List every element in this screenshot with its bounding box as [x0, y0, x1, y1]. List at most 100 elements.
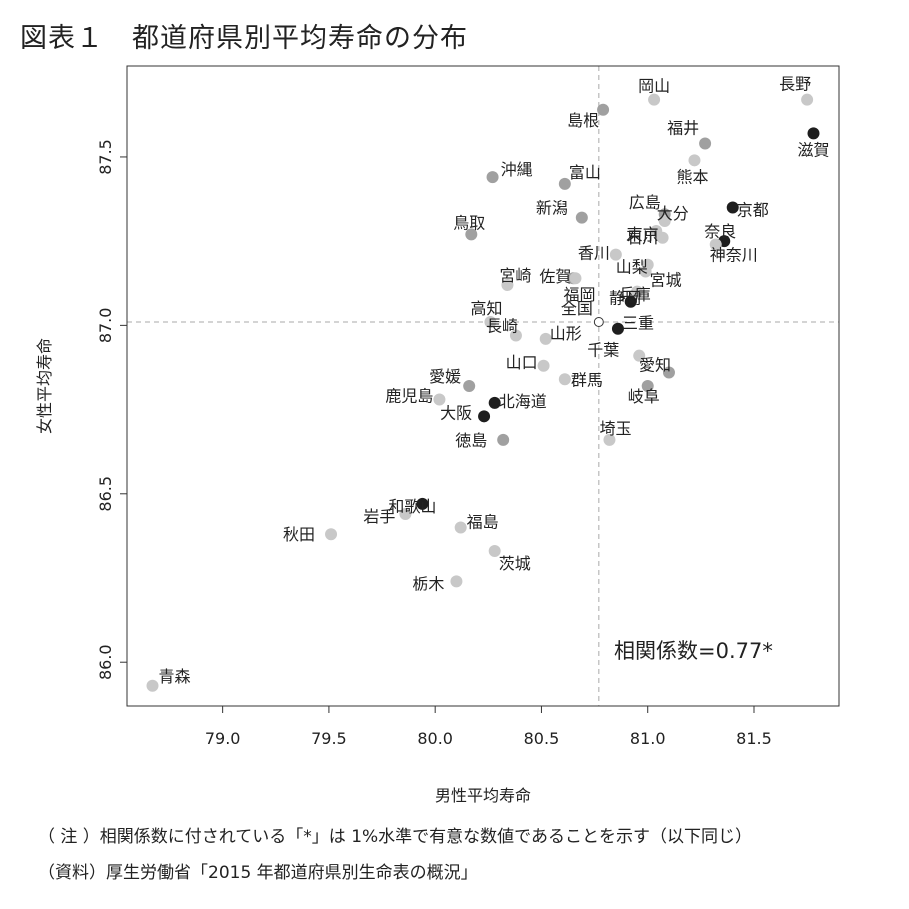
- data-point: [726, 201, 739, 214]
- data-point: [569, 272, 582, 285]
- data-point: [699, 137, 712, 150]
- data-point: [558, 373, 571, 386]
- point-label: 香川: [578, 244, 610, 263]
- data-point: [709, 238, 722, 251]
- data-point: [539, 332, 552, 345]
- point-label: 宮崎: [499, 266, 531, 285]
- data-point: [593, 317, 604, 327]
- point-label: 山梨: [616, 258, 648, 277]
- point-label: 徳島: [455, 431, 487, 450]
- data-point: [501, 278, 514, 291]
- data-point: [558, 177, 571, 190]
- point-label: 岐阜: [628, 387, 660, 406]
- point-label: 滋賀: [797, 140, 829, 159]
- data-point: [801, 93, 814, 106]
- point-label: 新潟: [536, 199, 568, 218]
- correlation-annotation: 相関係数=0.77*: [614, 639, 773, 663]
- data-point: [624, 295, 637, 308]
- point-label: 愛知: [639, 356, 671, 375]
- point-label: 北海道: [499, 392, 547, 411]
- data-point: [416, 497, 429, 510]
- x-tick-label: 81.0: [630, 729, 666, 748]
- data-point: [433, 393, 446, 406]
- point-label: 福岡: [563, 285, 595, 304]
- data-point: [656, 231, 669, 244]
- point-label: 熊本: [676, 167, 708, 186]
- point-label: 山口: [506, 353, 538, 372]
- point-label: 群馬: [571, 370, 603, 389]
- x-tick-label: 80.5: [524, 729, 560, 748]
- data-point: [688, 154, 701, 167]
- plot-frame: [126, 65, 840, 707]
- data-point: [807, 127, 820, 140]
- point-label: 宮城: [650, 270, 682, 289]
- point-label: 和歌山: [388, 497, 436, 516]
- footnote-note: （ 注 ）相関係数に付されている「*」は 1%水準で有意な数値であることを示す（…: [38, 827, 752, 847]
- data-point: [603, 433, 616, 446]
- data-point: [633, 349, 646, 362]
- y-tick-label: 87.5: [96, 139, 115, 175]
- data-point: [497, 433, 510, 446]
- point-label: 愛媛: [429, 367, 461, 386]
- data-point: [597, 103, 610, 116]
- point-label: 福井: [667, 118, 699, 137]
- data-point: [575, 211, 588, 224]
- data-point: [662, 366, 675, 379]
- point-label: 岩手: [363, 507, 395, 526]
- point-label: 大阪: [440, 403, 472, 422]
- data-point: [488, 545, 501, 558]
- data-point: [465, 228, 478, 241]
- point-label: 高知: [470, 299, 502, 318]
- x-axis-label: 男性平均寿命: [435, 786, 531, 805]
- data-point: [537, 359, 550, 372]
- point-label: 埼玉: [599, 419, 631, 438]
- point-label: 秋田: [283, 525, 315, 544]
- point-label: 東京: [627, 225, 659, 244]
- footnote-source: （資料）厚生労働省「2015 年都道府県別生命表の概況」: [38, 863, 478, 883]
- point-label: 山形: [550, 324, 582, 343]
- data-point: [484, 316, 497, 328]
- point-label: 佐賀: [539, 267, 571, 286]
- data-point: [609, 248, 622, 261]
- point-label: 神奈川: [710, 246, 758, 265]
- data-point: [463, 380, 476, 392]
- data-point: [450, 575, 463, 588]
- point-label: 石川: [626, 228, 658, 247]
- data-point: [658, 214, 671, 227]
- point-label: 長野: [779, 75, 811, 94]
- point-label: 栃木: [412, 574, 444, 593]
- point-label: 千葉: [587, 341, 619, 360]
- point-label: 大分: [657, 204, 689, 223]
- point-label: 鹿児島: [385, 386, 433, 405]
- data-point: [648, 93, 661, 106]
- y-tick-label: 86.5: [96, 476, 115, 512]
- point-label: 兵庫: [619, 285, 651, 304]
- y-tick-label: 87.0: [96, 308, 115, 344]
- point-label: 福島: [467, 512, 499, 531]
- data-point: [454, 521, 467, 534]
- data-point: [325, 528, 338, 541]
- point-label: 奈良: [704, 222, 736, 241]
- point-label: 三重: [622, 314, 654, 333]
- data-point: [641, 380, 654, 392]
- point-label: 長崎: [486, 316, 518, 335]
- point-label: 島根: [567, 111, 599, 130]
- data-point: [631, 285, 644, 298]
- data-point: [486, 171, 499, 184]
- data-point: [639, 265, 652, 278]
- point-label: 静岡: [609, 289, 641, 308]
- data-point: [478, 410, 491, 423]
- x-tick-label: 79.0: [205, 729, 241, 748]
- x-tick-label: 79.5: [311, 729, 347, 748]
- y-axis-label: 女性平均寿命: [35, 338, 54, 434]
- point-label: 沖縄: [501, 160, 533, 179]
- y-tick-label: 86.0: [96, 644, 115, 680]
- point-label: 富山: [569, 163, 601, 182]
- point-label: 青森: [159, 667, 191, 686]
- x-tick-label: 80.0: [417, 729, 453, 748]
- point-label: 岡山: [638, 77, 670, 96]
- point-label: 全国: [561, 299, 593, 318]
- data-point: [399, 508, 412, 520]
- point-label: 茨城: [499, 554, 531, 573]
